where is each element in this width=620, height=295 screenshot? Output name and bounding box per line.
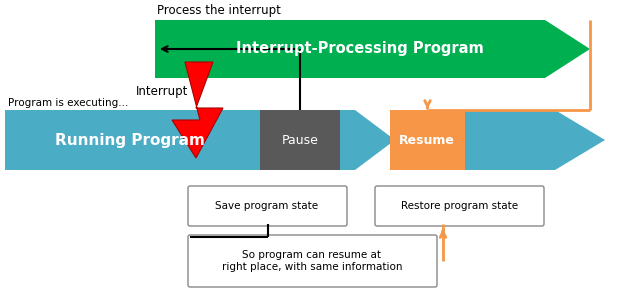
- Bar: [390, 110, 465, 170]
- Text: Program is executing...: Program is executing...: [8, 98, 128, 108]
- Bar: [260, 110, 340, 170]
- Text: So program can resume at
right place, with same information: So program can resume at right place, wi…: [222, 250, 402, 272]
- Text: Resume: Resume: [399, 134, 455, 147]
- FancyBboxPatch shape: [188, 186, 347, 226]
- Text: Running Program: Running Program: [55, 132, 205, 148]
- Text: Interrupt-Processing Program: Interrupt-Processing Program: [236, 42, 484, 57]
- Text: Process the interrupt: Process the interrupt: [157, 4, 281, 17]
- FancyBboxPatch shape: [188, 235, 437, 287]
- Polygon shape: [155, 20, 590, 78]
- Polygon shape: [390, 110, 605, 170]
- Text: Restore program state: Restore program state: [401, 201, 518, 211]
- Polygon shape: [172, 62, 223, 158]
- Polygon shape: [5, 110, 395, 170]
- Text: Save program state: Save program state: [215, 201, 319, 211]
- Text: Interrupt: Interrupt: [136, 85, 188, 98]
- FancyBboxPatch shape: [375, 186, 544, 226]
- Text: Pause: Pause: [281, 134, 319, 147]
